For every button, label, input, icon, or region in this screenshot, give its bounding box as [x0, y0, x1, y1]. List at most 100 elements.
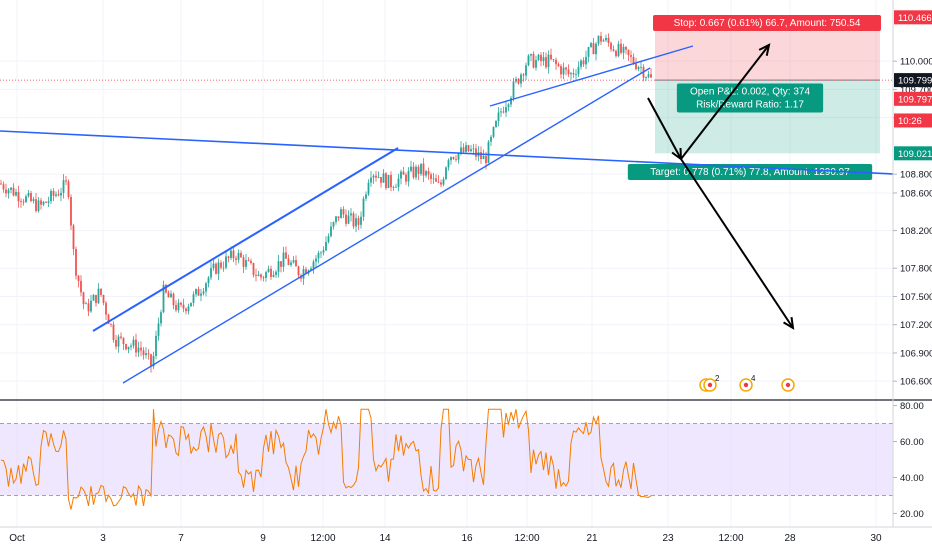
candle-body — [535, 59, 537, 68]
candle-body — [42, 201, 45, 205]
candle-body — [272, 274, 275, 277]
candle-body — [542, 57, 545, 62]
candle-body — [402, 171, 405, 175]
candle-body — [145, 353, 147, 355]
time-axis[interactable]: Oct 3 7 9 12:00 14 16 12:00 21 23 12:00 28 30 — [0, 526, 932, 544]
candle-body — [647, 74, 650, 78]
candle-body — [155, 335, 157, 356]
candle-body — [380, 176, 382, 183]
candle-body — [170, 293, 172, 298]
candle-body — [277, 261, 280, 272]
candle-body — [122, 337, 125, 345]
candle-body — [65, 180, 67, 182]
candle-body — [15, 192, 17, 196]
candle-body — [400, 171, 402, 179]
candle-body — [270, 268, 272, 277]
x-tick-label: 23 — [662, 533, 674, 544]
candle-body — [407, 170, 410, 182]
candle-body — [387, 174, 390, 188]
candle-body — [447, 160, 450, 168]
candle-body — [565, 67, 567, 70]
candle-body — [325, 242, 327, 251]
candle-body — [47, 201, 50, 203]
candle-body — [487, 141, 490, 163]
candle-body — [602, 40, 605, 42]
candle-body — [425, 171, 427, 176]
candle-body — [372, 175, 375, 178]
price-tag-bg — [894, 91, 932, 106]
candle-body — [607, 37, 610, 43]
candle-body — [592, 43, 595, 55]
candle-body — [490, 136, 492, 142]
candle-body — [585, 56, 587, 65]
candle-body — [512, 81, 515, 98]
rsi-axis-ticks: 80.00 60.00 40.00 20.00 — [893, 401, 924, 520]
candle-body — [470, 149, 472, 152]
trendline-drawings[interactable] — [0, 43, 894, 384]
price-tag-label: 10:26 — [898, 116, 922, 127]
rsi-pane[interactable] — [0, 408, 893, 510]
candle-body — [230, 250, 232, 258]
candle-body — [290, 262, 292, 265]
candle-body — [540, 54, 542, 62]
candle-body — [237, 252, 240, 260]
candle-body — [132, 339, 135, 346]
candle-body — [12, 187, 15, 196]
candle-body — [355, 218, 357, 227]
x-tick-label: 14 — [379, 533, 391, 544]
candle-body — [125, 344, 127, 350]
candle-body — [110, 323, 112, 325]
candle-body — [107, 314, 110, 324]
candle-body — [212, 263, 215, 269]
candle-body — [640, 66, 642, 68]
candle-body — [285, 252, 287, 259]
candle-body — [197, 289, 200, 296]
candle-body — [610, 42, 612, 50]
candle-body — [327, 236, 330, 243]
candle-body — [192, 294, 195, 303]
candle-body — [187, 306, 190, 312]
candle-body — [632, 56, 635, 64]
candle-body — [162, 284, 165, 313]
candle-body — [267, 268, 270, 273]
x-tick-label: 12:00 — [718, 533, 743, 544]
event-marker — [781, 378, 795, 392]
candle-body — [70, 196, 72, 226]
candle-body — [260, 274, 262, 278]
candle-body — [350, 213, 352, 216]
wedge-upper-line — [489, 45, 694, 107]
candle-body — [247, 260, 250, 261]
candle-body — [615, 50, 617, 57]
candle-body — [225, 256, 227, 268]
short-position-tool[interactable]: Stop: 0.667 (0.61%) 66.7, Amount: 750.54… — [0, 15, 893, 180]
candle-body — [315, 258, 317, 262]
candle-body — [37, 200, 40, 212]
candle-body — [472, 148, 475, 150]
up-arrow-head — [758, 43, 771, 56]
candle-body — [440, 182, 442, 185]
candle-body — [622, 46, 625, 53]
candle-body — [405, 174, 407, 182]
candle-body — [112, 324, 115, 341]
target-label-bg — [627, 164, 873, 180]
candle-body — [435, 178, 437, 182]
candle-body — [95, 294, 97, 304]
price-pane[interactable]: Stop: 0.667 (0.61%) 66.7, Amount: 750.54… — [0, 0, 894, 527]
candle-body — [115, 340, 117, 347]
candle-body — [165, 284, 167, 293]
rsi-tick-label: 20.00 — [900, 509, 924, 520]
candle-body — [582, 60, 585, 65]
candle-body — [310, 268, 312, 271]
up-arrow-shaft — [680, 44, 770, 160]
price-tag-bg — [894, 146, 932, 161]
event-marker-dot — [743, 382, 749, 388]
candle-body — [32, 199, 35, 202]
candle-body — [152, 355, 155, 367]
candle-body — [150, 354, 152, 367]
candle-body — [195, 289, 197, 295]
candle-body — [322, 250, 325, 253]
price-axis[interactable]: 110.000109.700109.400108.800108.600108.2… — [892, 0, 932, 527]
x-tick-label: 30 — [870, 533, 882, 544]
